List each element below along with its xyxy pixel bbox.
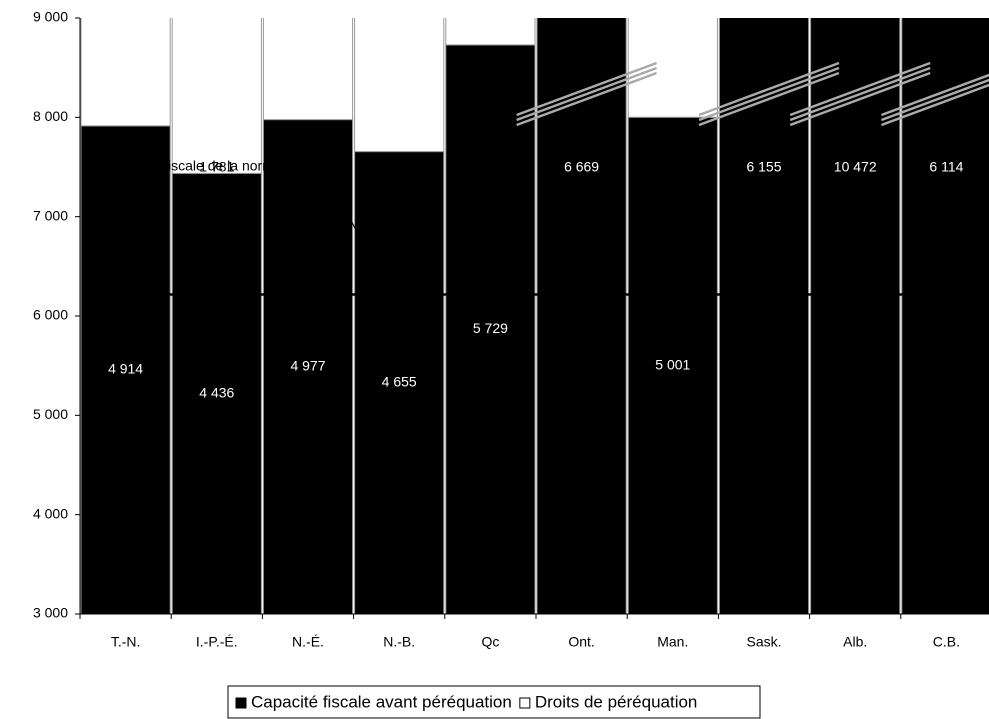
axis-break	[789, 66, 931, 122]
bar-segment	[627, 18, 718, 118]
legend-swatch	[519, 697, 531, 709]
axis-break	[789, 61, 931, 117]
bar-segment	[262, 119, 354, 614]
legend-box	[227, 685, 761, 719]
value-label: 6 155	[746, 159, 781, 175]
axis-break	[880, 78, 989, 122]
bar-segment	[901, 18, 989, 614]
y-tick-label: 4 000	[33, 505, 68, 521]
bar-segment	[80, 125, 171, 614]
x-tick-label: C.B.	[933, 634, 960, 650]
y-tick-label: 5 000	[33, 406, 68, 422]
x-tick-label: Ont.	[568, 634, 594, 650]
value-label: 1 216	[655, 159, 690, 175]
axis-break	[516, 71, 658, 127]
y-tick-label: 7 000	[33, 207, 68, 223]
legend-label: Droits de péréquation	[535, 692, 698, 711]
y-tick-label: 3 000	[33, 605, 68, 621]
value-label: 5 729	[473, 320, 508, 336]
bar-segment	[171, 18, 262, 174]
value-label: 4 655	[382, 374, 417, 390]
x-tick-label: T.-N.	[111, 634, 141, 650]
value-label: 6 669	[564, 159, 599, 175]
value-label: 1 240	[290, 159, 325, 175]
x-tick-label: Man.	[657, 634, 688, 650]
legend-label: Capacité fiscale avant péréquation	[251, 692, 512, 711]
value-label: 1 304	[108, 159, 143, 175]
y-tick-label: 9 000	[33, 9, 68, 25]
value-label: 4 977	[290, 358, 325, 374]
annotation-arrow	[329, 184, 393, 292]
bar-segment	[536, 18, 627, 614]
x-tick-label: Alb.	[843, 634, 867, 650]
x-tick-label: N.-B.	[383, 634, 415, 650]
bar-segment	[810, 18, 901, 614]
bar-segment	[171, 172, 262, 614]
axis-break	[880, 73, 989, 117]
value-label: 5 001	[655, 356, 690, 372]
y-tick-label: 6 000	[33, 307, 68, 323]
axis-break	[789, 71, 931, 127]
legend-swatch	[235, 697, 247, 709]
bar-segment	[354, 151, 445, 614]
bar-segment	[627, 116, 718, 614]
value-label: 4 436	[199, 384, 234, 400]
bar-segment	[719, 0, 808, 3]
x-tick-label: Sask.	[746, 634, 781, 650]
value-label: 1 563	[382, 159, 417, 175]
x-tick-label: I.-P.-É.	[196, 634, 238, 650]
bar-segment	[718, 18, 810, 614]
y-tick-label: 8 000	[33, 108, 68, 124]
axis-break	[698, 71, 840, 127]
value-label: 6 114	[929, 159, 963, 175]
bar-segment	[902, 0, 989, 7]
axis-break	[698, 61, 840, 117]
bar-segment	[445, 44, 536, 614]
value-label: 10 472	[834, 159, 877, 175]
value-label: 1 781	[199, 159, 234, 175]
bar-segment	[354, 18, 445, 153]
bar-segment	[80, 18, 171, 127]
plot-area	[80, 0, 989, 614]
bar-segment	[262, 18, 354, 121]
axis-break	[516, 66, 658, 122]
annotation: Capacité fiscale de la norme : 6 217	[105, 158, 329, 174]
axis-break	[516, 61, 658, 117]
x-tick-label: Qc	[481, 634, 499, 650]
axis-break	[880, 83, 989, 127]
value-label: 4 914	[108, 361, 143, 377]
bar-segment	[445, 18, 536, 46]
x-tick-label: N.-É.	[292, 634, 324, 650]
axis-break	[698, 66, 840, 122]
